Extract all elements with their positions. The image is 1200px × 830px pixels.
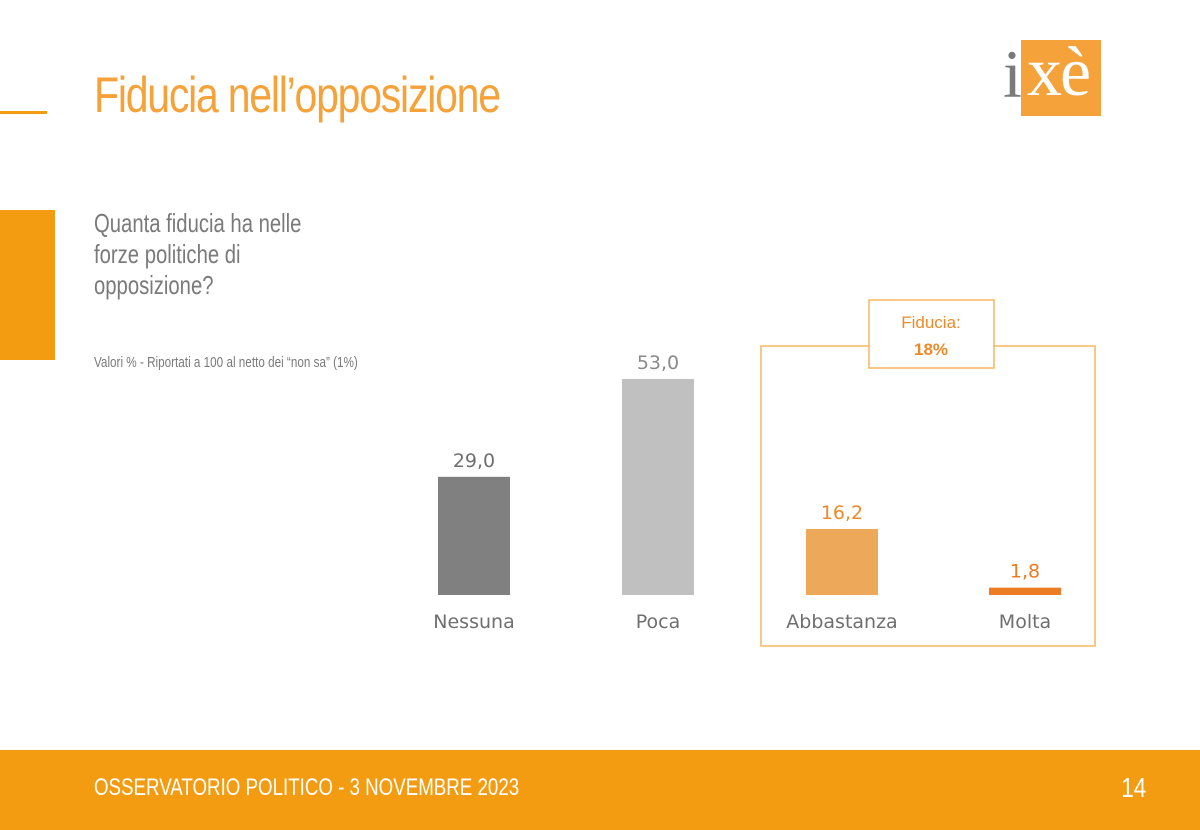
survey-question: Quanta fiducia ha nelle forze politiche …: [94, 208, 302, 300]
bar-chart: Fiducia: 18% 29,0 Nessuna 53,0 Poca 16,2 Abbast…: [433, 299, 1096, 647]
fiducia-highlight-box: [760, 345, 1096, 647]
fiducia-annotation-value: 18%: [914, 340, 948, 359]
footer-bar: OSSERVATORIO POLITICO - 3 NOVEMBRE 2023 …: [0, 750, 1200, 830]
fiducia-annotation-box: [868, 299, 995, 369]
data-label-abbastanza: 16,2: [821, 502, 863, 524]
category-label-poca: Poca: [636, 611, 681, 633]
fiducia-annotation-label: Fiducia:: [901, 313, 961, 332]
category-label-abbastanza: Abbastanza: [786, 611, 897, 633]
bar-molta: [989, 587, 1061, 595]
page-number: 14: [1121, 772, 1146, 803]
bar-nessuna: [438, 476, 510, 595]
category-label-nessuna: Nessuna: [433, 611, 514, 633]
ixe-logo: i xè: [1003, 38, 1101, 116]
bar-abbastanza: [806, 528, 878, 595]
data-label-molta: 1,8: [1010, 561, 1040, 583]
logo-letter-i: i: [1003, 36, 1022, 112]
logo-letters-xe: xè: [1027, 34, 1091, 111]
side-accent-bar: [0, 210, 55, 360]
bar-poca: [622, 379, 694, 595]
category-label-molta: Molta: [999, 611, 1051, 633]
footer-text: OSSERVATORIO POLITICO - 3 NOVEMBRE 2023: [94, 774, 520, 801]
data-label-poca: 53,0: [637, 352, 679, 374]
data-label-nessuna: 29,0: [453, 450, 495, 472]
title-rule: [0, 111, 47, 114]
values-note: Valori % - Riportati a 100 al netto dei …: [94, 354, 358, 371]
page-title: Fiducia nell’opposizione: [94, 67, 501, 123]
logo-box: [1021, 40, 1101, 116]
